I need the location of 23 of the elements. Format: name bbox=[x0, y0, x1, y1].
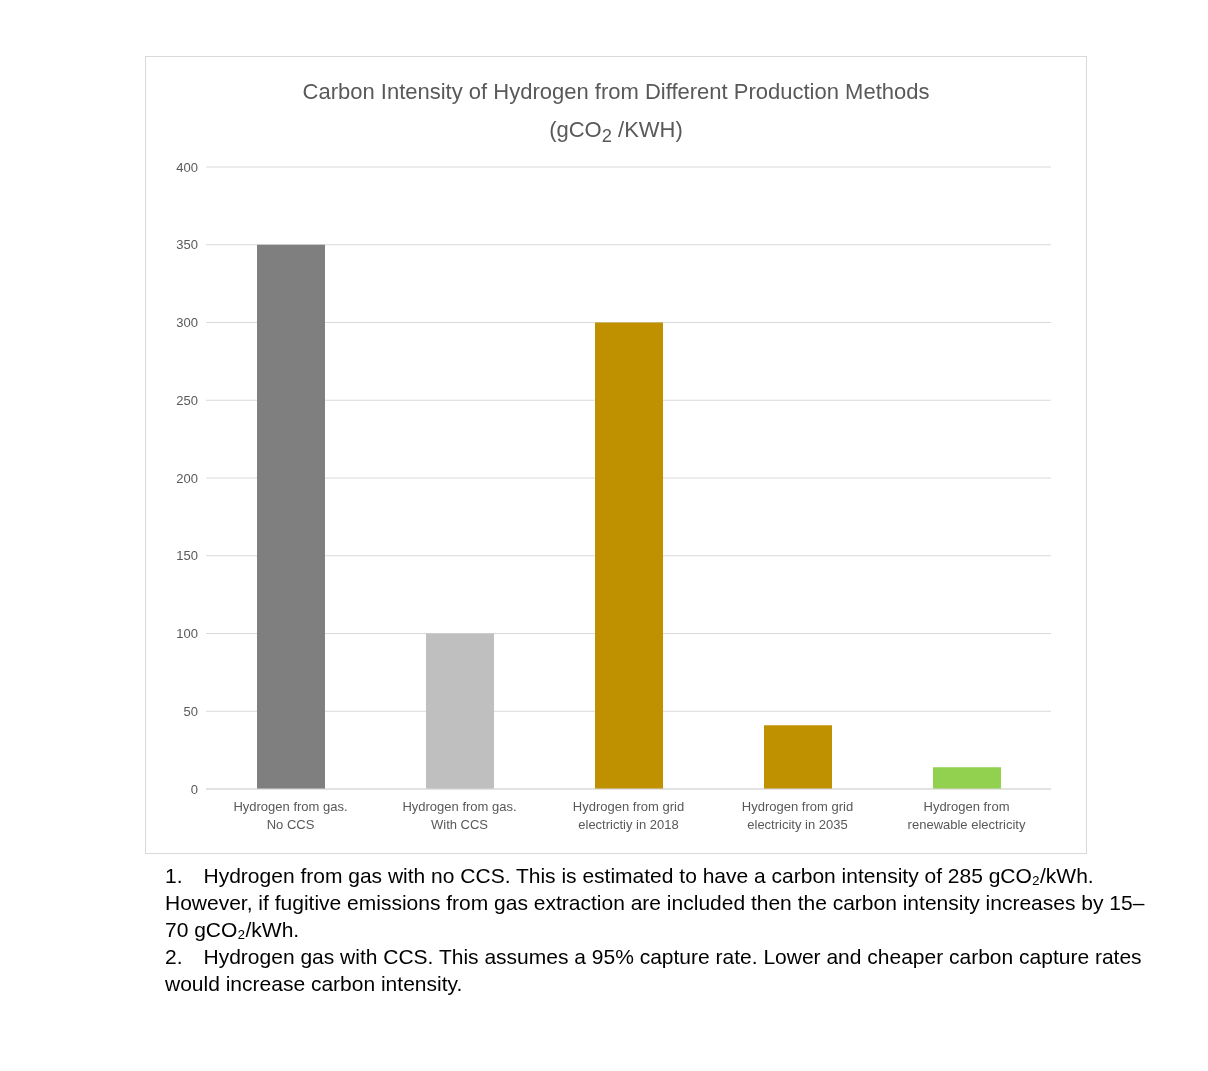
x-tick-label: Hydrogen from gas. With CCS bbox=[402, 799, 517, 833]
y-tick-label: 50 bbox=[183, 704, 198, 720]
bar bbox=[426, 633, 494, 790]
x-tick-label: Hydrogen from gas. No CCS bbox=[233, 799, 348, 833]
chart-subtitle: (gCO$_{2}$ /KWH) bbox=[548, 117, 684, 148]
text: 2. Hydrogen gas with CCS. This assumes a 95% capture rate. Lower and cheaper carbon capture rates would increase carbon intensity. bbox=[165, 944, 1143, 998]
x-tick-label: Hydrogen from grid electricity in 2035 bbox=[741, 799, 854, 833]
bar bbox=[764, 725, 832, 790]
bar bbox=[595, 322, 663, 790]
bar bbox=[257, 245, 325, 790]
y-tick-label: 200 bbox=[176, 471, 198, 487]
y-tick-label: 350 bbox=[176, 237, 198, 253]
y-tick-label: 300 bbox=[176, 315, 198, 331]
y-tick-label: 250 bbox=[176, 393, 198, 409]
y-tick-label: 150 bbox=[176, 548, 198, 564]
bar bbox=[933, 767, 1001, 790]
text: 1. Hydrogen from gas with no CCS. This is estimated to have a carbon intensity of 285 gCO₂/kWh. However, if fugitive emissions from gas extraction are included then the carbon intensity increases by 15–70 gCO₂/kWh. bbox=[165, 863, 1146, 944]
x-tick-label: Hydrogen from renewable electricity bbox=[907, 799, 1026, 833]
y-tick-label: 0 bbox=[190, 782, 198, 798]
x-tick-label: Hydrogen from grid electrictiy in 2018 bbox=[572, 799, 685, 833]
y-tick-label: 400 bbox=[176, 160, 198, 176]
y-tick-label: 100 bbox=[176, 626, 198, 642]
chart-title: Carbon Intensity of Hydrogen from Different Production Methods bbox=[301, 79, 931, 105]
